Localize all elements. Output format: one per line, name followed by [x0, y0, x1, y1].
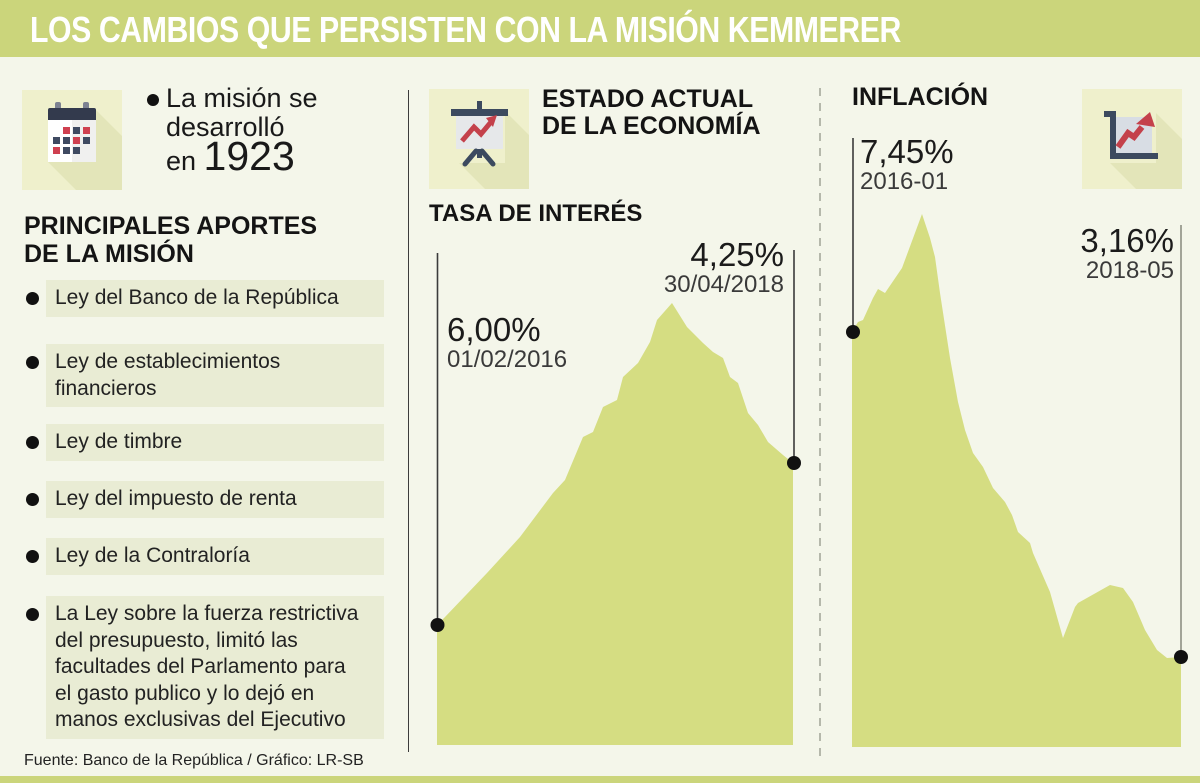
- presentation-chart-icon: [429, 89, 529, 189]
- marker-dot-inflacion: [1174, 650, 1188, 664]
- interest-start-label: 6,00% 01/02/2016: [447, 313, 567, 373]
- inflation-end-value: 3,16%: [1080, 222, 1174, 259]
- page-title: LOS CAMBIOS QUE PERSISTEN CON LA MISIÓN …: [30, 9, 901, 50]
- bottom-accent-strip: [0, 776, 1200, 783]
- list-item: Ley de la Contraloría: [46, 538, 384, 575]
- area-series-inflacion: [852, 214, 1181, 747]
- list-bullet: [26, 436, 39, 449]
- interest-chart-title: TASA DE INTERÉS: [429, 200, 643, 227]
- mission-note-text: La misión se desarrolló en: [166, 83, 318, 176]
- list-bullet: [26, 550, 39, 563]
- list-bullet: [26, 292, 39, 305]
- inflation-end-label: 3,16% 2018-05: [1000, 224, 1174, 284]
- mission-year: 1923: [203, 133, 295, 179]
- list-bullet: [26, 608, 39, 621]
- inflation-end-date: 2018-05: [1085, 257, 1174, 284]
- interest-end-label: 4,25% 30/04/2018: [600, 238, 784, 298]
- source-credit: Fuente: Banco de la República / Gráfico:…: [24, 752, 364, 769]
- interest-end-date: 30/04/2018: [663, 271, 784, 298]
- marker-dot-tasa-de-interes: [787, 456, 801, 470]
- list-item: La Ley sobre la fuerza restrictiva del p…: [46, 596, 384, 739]
- left-section-heading: PRINCIPALES APORTES DE LA MISIÓN: [24, 212, 318, 268]
- calendar-icon: [22, 90, 122, 190]
- inflation-chart-title: INFLACIÓN: [852, 83, 989, 111]
- list-item: Ley del Banco de la República: [46, 280, 384, 317]
- inflation-start-date: 2016-01: [860, 168, 949, 195]
- interest-start-value: 6,00%: [447, 311, 541, 348]
- middle-section-heading: ESTADO ACTUAL DE LA ECONOMÍA: [542, 85, 761, 140]
- list-item: Ley de establecimientos financieros: [46, 344, 384, 407]
- column-divider-dashed: [819, 88, 821, 762]
- column-divider-solid: [408, 90, 409, 752]
- area-series-tasa-de-interes: [437, 303, 793, 745]
- header-bar: LOS CAMBIOS QUE PERSISTEN CON LA MISIÓN …: [0, 0, 1200, 57]
- list-item: Ley del impuesto de renta: [46, 481, 384, 518]
- inflation-start-label: 7,45% 2016-01: [860, 135, 954, 195]
- line-chart-up-icon: [1082, 89, 1182, 189]
- marker-dot-inflacion: [846, 325, 860, 339]
- list-item: Ley de timbre: [46, 424, 384, 461]
- mission-bullet: [147, 94, 159, 106]
- interest-end-value: 4,25%: [690, 236, 784, 273]
- list-bullet: [26, 356, 39, 369]
- mission-note: La misión se desarrolló en 1923: [166, 83, 318, 179]
- list-bullet: [26, 493, 39, 506]
- interest-start-date: 01/02/2016: [447, 346, 568, 373]
- marker-dot-tasa-de-interes: [430, 618, 445, 632]
- inflation-start-value: 7,45%: [860, 133, 954, 170]
